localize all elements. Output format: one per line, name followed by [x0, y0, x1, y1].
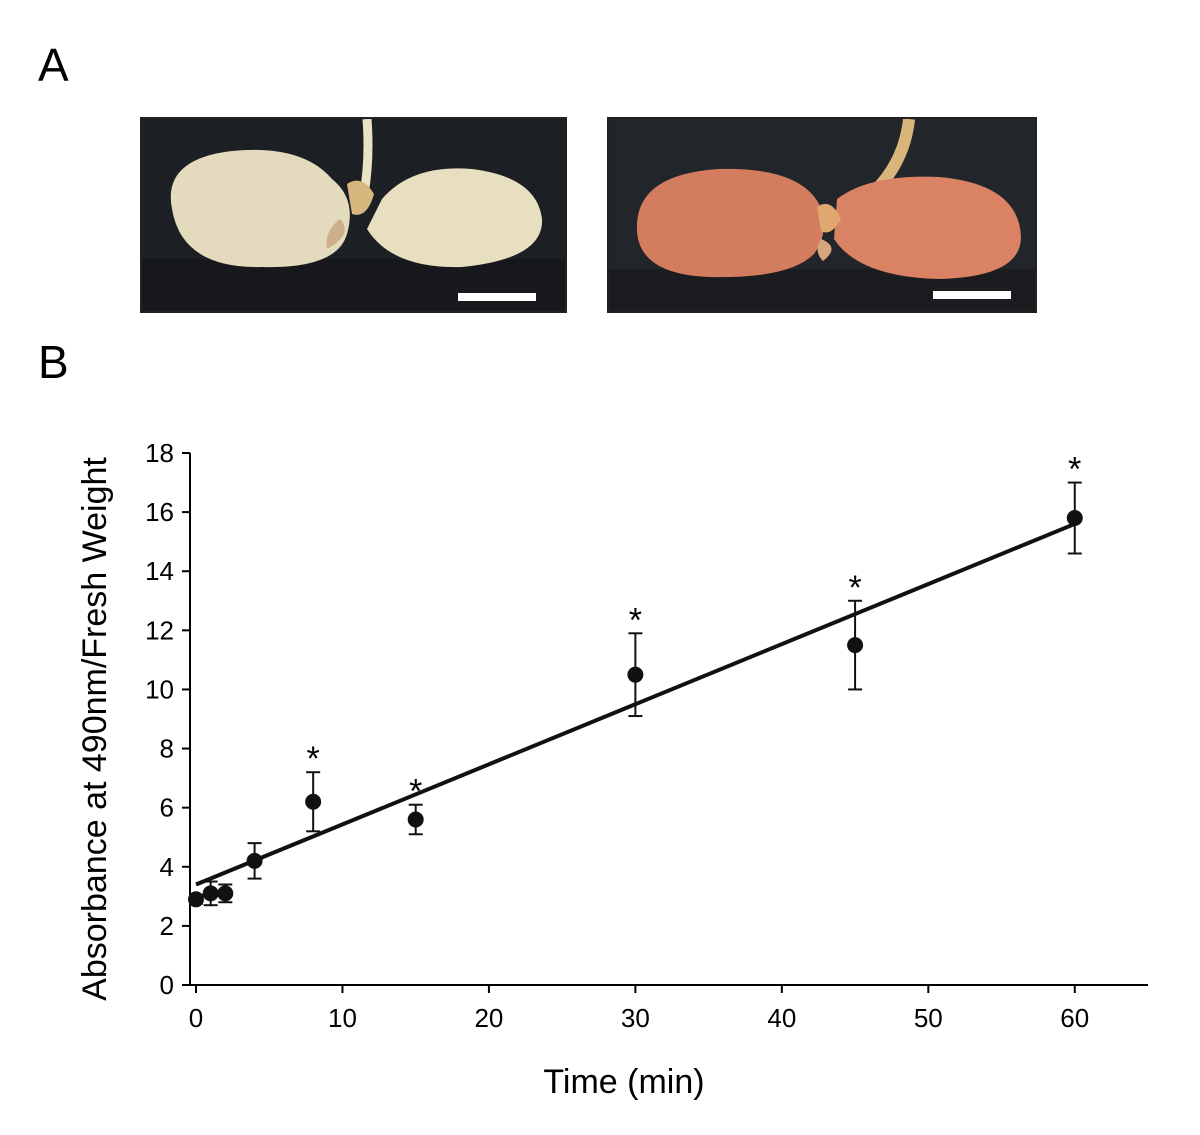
- significance-star: *: [1068, 451, 1081, 489]
- significance-star: *: [848, 569, 861, 607]
- y-tick-label: 10: [145, 674, 174, 704]
- x-tick-label: 30: [621, 1003, 650, 1033]
- significance-star: *: [307, 740, 320, 778]
- data-point: [188, 891, 204, 908]
- data-point: [847, 637, 864, 654]
- scale-bar-left: [458, 293, 536, 301]
- y-tick-label: 0: [160, 970, 174, 1000]
- x-axis-title: Time (min): [543, 1063, 704, 1101]
- seedling-photo-stained: [607, 117, 1037, 313]
- chart-axes: [189, 453, 1148, 986]
- y-tick-label: 16: [145, 497, 174, 527]
- y-axis-title: Absorbance at 490nm/Fresh Weight: [76, 457, 114, 1001]
- x-tick-label: 10: [328, 1003, 357, 1033]
- x-tick-label: 50: [914, 1003, 943, 1033]
- x-tick-label: 60: [1060, 1003, 1089, 1033]
- x-tick-label: 20: [474, 1003, 503, 1033]
- data-point: [202, 885, 219, 902]
- data-point: [217, 885, 234, 902]
- chart-ticks: 0 2 4 6 8 10 12 14 16 18 0 10 20 30 40 50 60: [145, 438, 1089, 1033]
- data-point: [627, 666, 644, 683]
- data-point: [246, 852, 263, 869]
- seedling-photo-unstained: [140, 117, 567, 313]
- y-tick-label: 4: [160, 852, 174, 882]
- data-point: [407, 811, 424, 828]
- significance-star: *: [409, 773, 422, 811]
- y-tick-label: 8: [160, 734, 174, 764]
- x-tick-label: 40: [767, 1003, 796, 1033]
- significance-star: *: [629, 601, 642, 639]
- y-tick-label: 12: [145, 615, 174, 645]
- y-tick-label: 6: [160, 793, 174, 823]
- scale-bar-right: [933, 291, 1011, 299]
- y-tick-label: 18: [145, 438, 174, 468]
- x-tick-label: 0: [189, 1003, 203, 1033]
- panel-label-b: B: [38, 336, 69, 388]
- panel-label-a: A: [38, 39, 69, 91]
- data-points-group: * * * * *: [188, 451, 1083, 908]
- data-point: [1066, 510, 1083, 527]
- data-point: [305, 793, 322, 810]
- y-tick-label: 14: [145, 556, 174, 586]
- y-tick-label: 2: [160, 911, 174, 941]
- absorbance-chart: 0 2 4 6 8 10 12 14 16 18 0 10 20 30 40 50 60 * * * * * Time …: [76, 438, 1148, 1101]
